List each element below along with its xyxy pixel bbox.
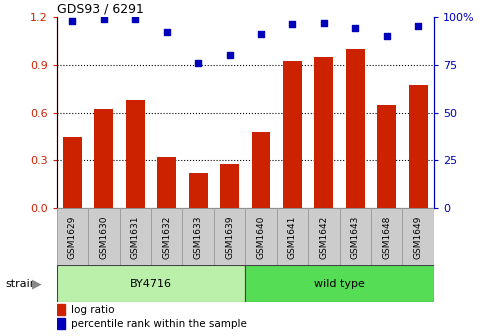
Text: GSM1649: GSM1649: [414, 215, 423, 259]
Text: GSM1648: GSM1648: [382, 215, 391, 259]
Text: GSM1641: GSM1641: [288, 215, 297, 259]
Bar: [182, 208, 214, 265]
Bar: [377, 104, 396, 208]
Bar: [88, 208, 119, 265]
Text: GSM1631: GSM1631: [131, 215, 140, 259]
Point: [163, 30, 171, 35]
Point: [194, 60, 202, 66]
Point: [320, 20, 328, 25]
Bar: [189, 173, 208, 208]
Text: GSM1642: GSM1642: [319, 215, 328, 258]
Bar: [119, 208, 151, 265]
Point: [288, 22, 296, 27]
Bar: [245, 208, 277, 265]
Text: GSM1629: GSM1629: [68, 215, 77, 259]
Text: ▶: ▶: [32, 278, 42, 290]
Bar: [371, 208, 402, 265]
Text: GSM1632: GSM1632: [162, 215, 171, 259]
Bar: [63, 136, 82, 208]
Bar: [251, 132, 270, 208]
Bar: [157, 157, 176, 208]
Bar: [315, 57, 333, 208]
Bar: [220, 164, 239, 208]
Point: [352, 26, 359, 31]
Text: GSM1643: GSM1643: [351, 215, 360, 259]
Text: strain: strain: [5, 279, 37, 289]
Bar: [94, 110, 113, 208]
Bar: [57, 318, 65, 329]
Bar: [277, 208, 308, 265]
Bar: [409, 85, 427, 208]
Bar: [126, 100, 145, 208]
Text: log ratio: log ratio: [70, 305, 114, 314]
Text: GSM1633: GSM1633: [194, 215, 203, 259]
Bar: [57, 208, 88, 265]
Bar: [214, 208, 246, 265]
Bar: [283, 61, 302, 208]
Bar: [245, 265, 434, 302]
Bar: [346, 49, 365, 208]
Text: BY4716: BY4716: [130, 279, 172, 289]
Point: [414, 24, 422, 29]
Bar: [402, 208, 434, 265]
Bar: [57, 265, 245, 302]
Point: [226, 52, 234, 58]
Text: GSM1639: GSM1639: [225, 215, 234, 259]
Point: [257, 31, 265, 37]
Text: GSM1630: GSM1630: [99, 215, 108, 259]
Text: GSM1640: GSM1640: [256, 215, 266, 259]
Point: [69, 18, 76, 23]
Bar: [57, 304, 65, 315]
Bar: [340, 208, 371, 265]
Point: [131, 16, 139, 22]
Bar: [308, 208, 340, 265]
Bar: [151, 208, 182, 265]
Point: [100, 16, 108, 22]
Text: percentile rank within the sample: percentile rank within the sample: [70, 319, 246, 329]
Text: GDS93 / 6291: GDS93 / 6291: [57, 3, 143, 16]
Point: [383, 33, 390, 39]
Text: wild type: wild type: [314, 279, 365, 289]
